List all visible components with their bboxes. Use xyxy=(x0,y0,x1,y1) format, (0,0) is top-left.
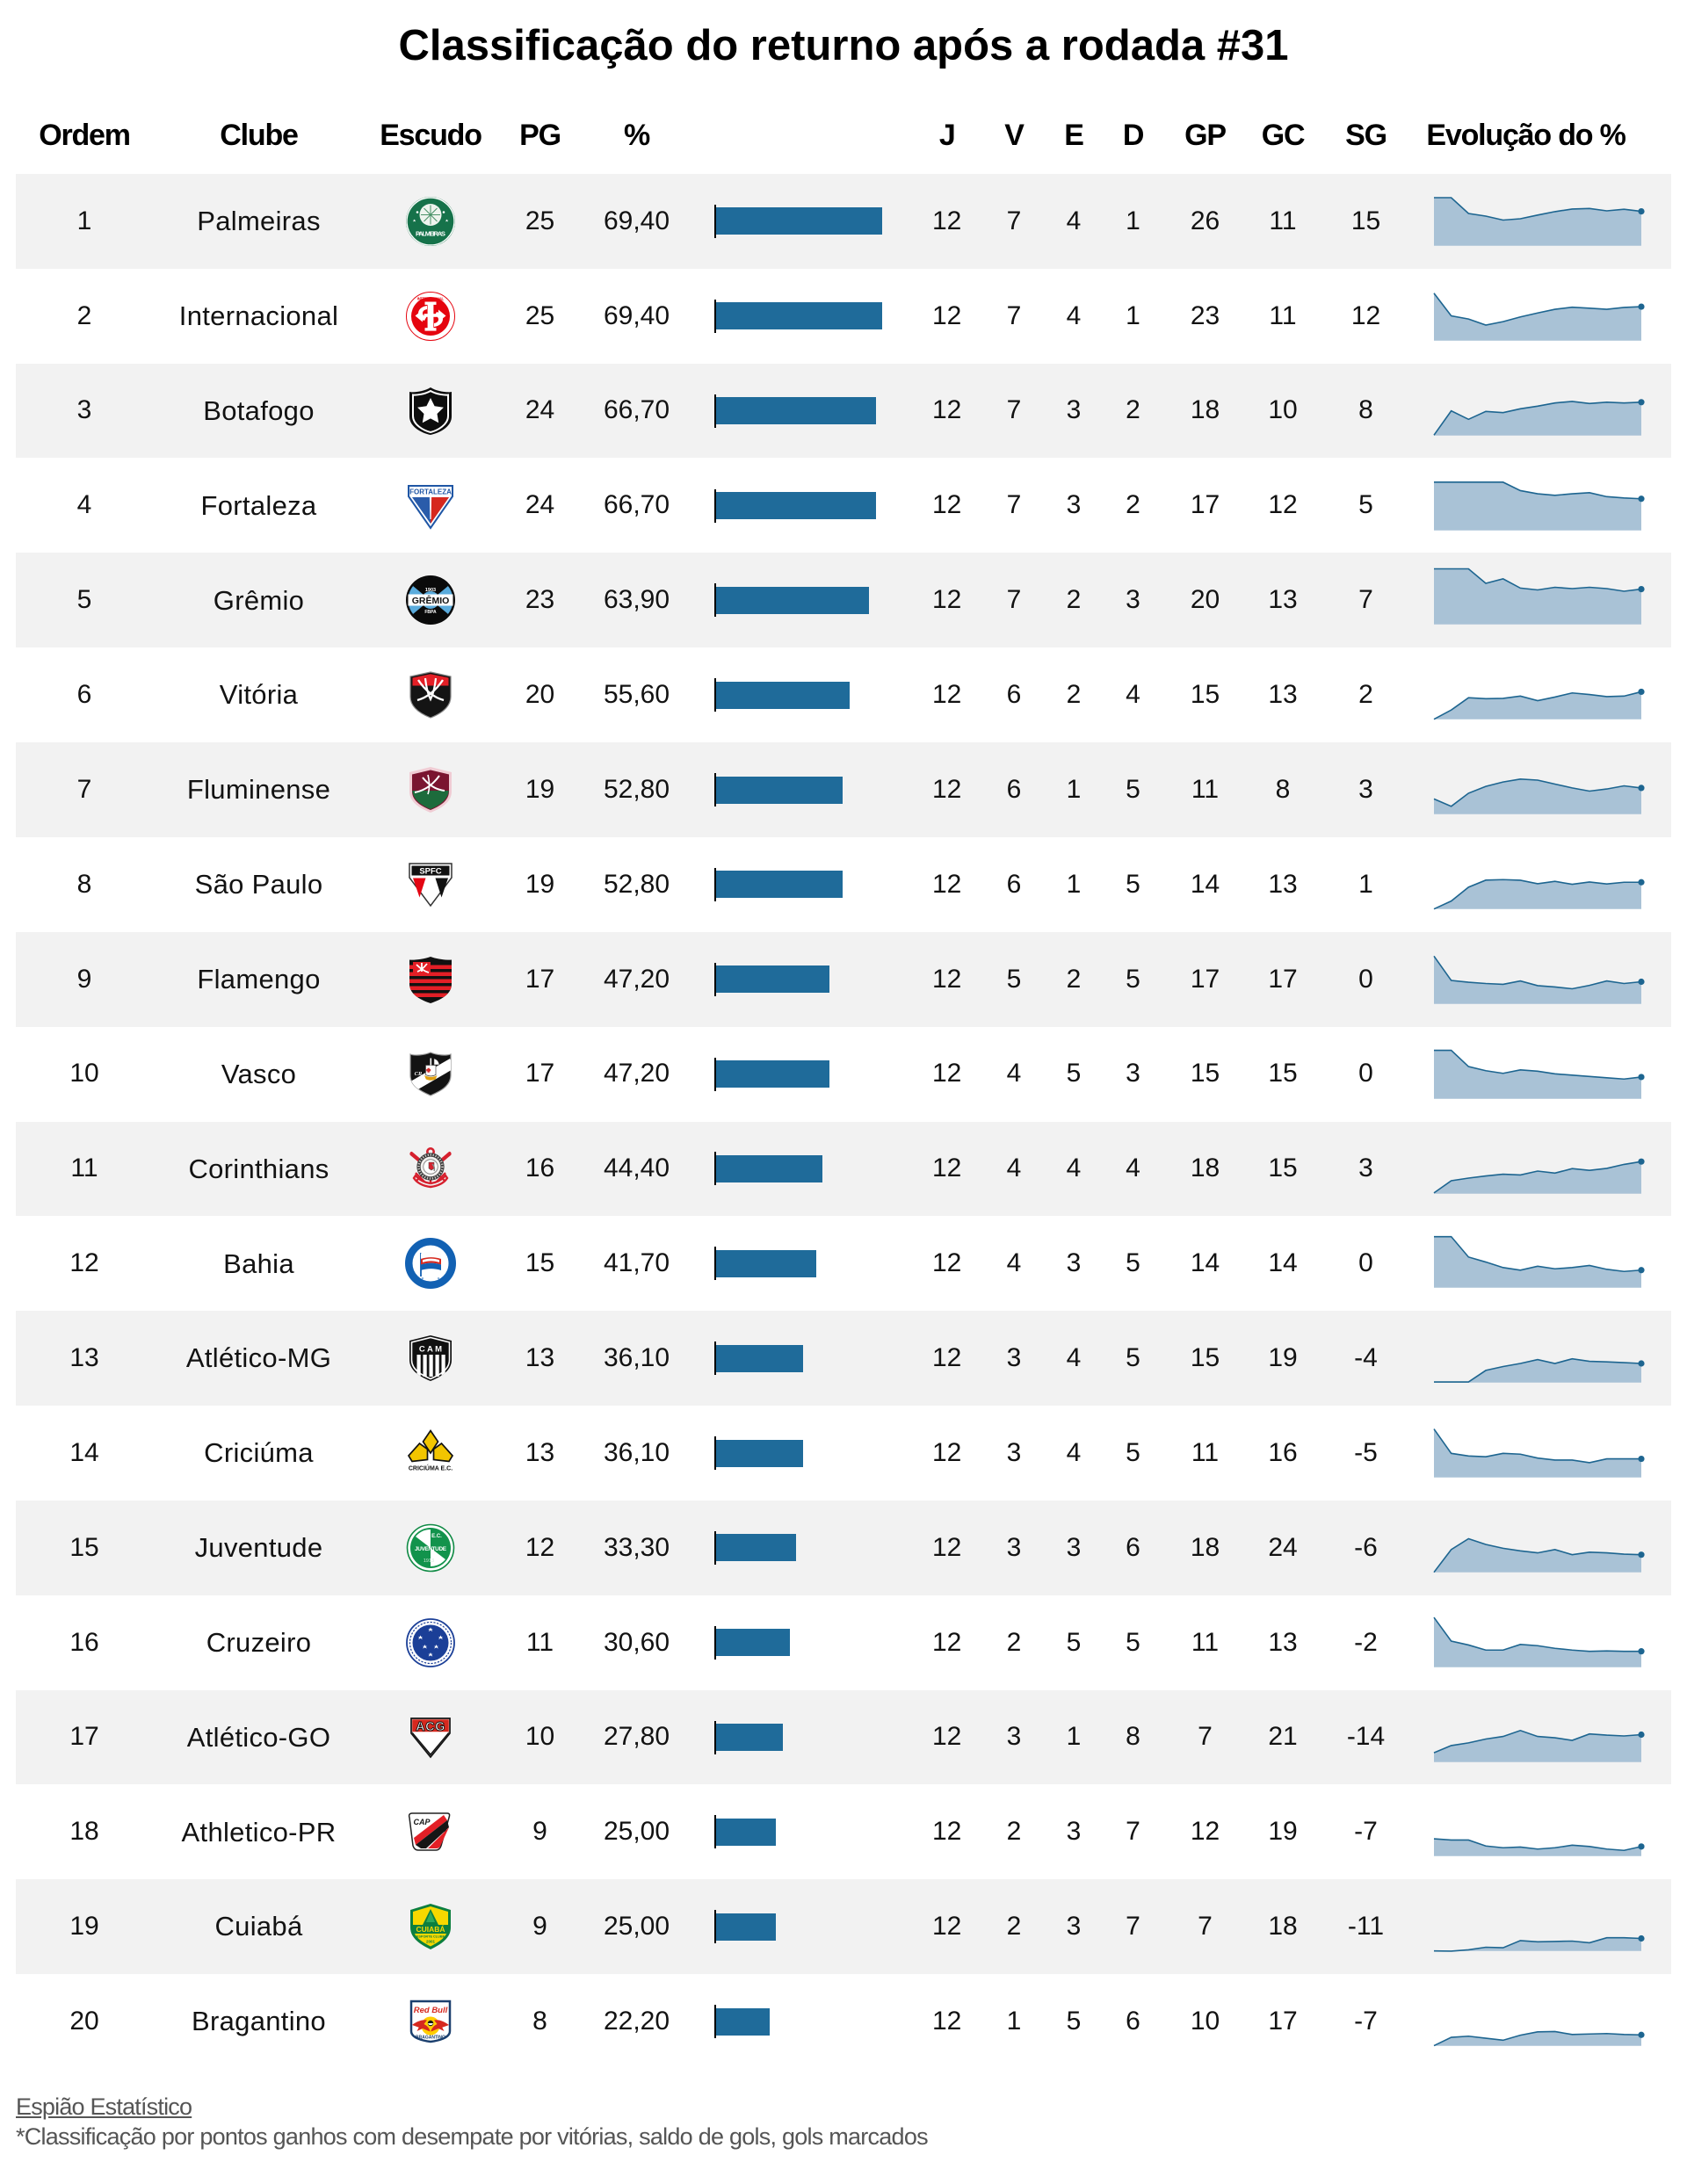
svg-text:2001: 2001 xyxy=(426,1940,436,1944)
svg-text:1903: 1903 xyxy=(425,588,436,593)
svg-text:BRAGANTINO: BRAGANTINO xyxy=(416,2036,445,2041)
svg-text:GRÊMIO: GRÊMIO xyxy=(412,595,450,606)
svg-text:CRICIÚMA E.C.: CRICIÚMA E.C. xyxy=(409,1464,453,1472)
svg-text:INTERNACIONAL: INTERNACIONAL xyxy=(417,296,444,300)
svg-text:ESPORTE CLUBE: ESPORTE CLUBE xyxy=(416,1935,445,1939)
svg-text:CUIABÁ: CUIABÁ xyxy=(416,1925,445,1934)
svg-text:FBPA: FBPA xyxy=(424,610,437,615)
svg-text:ACG: ACG xyxy=(416,1720,445,1734)
svg-text:Red Bull: Red Bull xyxy=(414,2006,448,2015)
svg-text:CAP: CAP xyxy=(413,1818,431,1826)
svg-text:JUVENTUDE: JUVENTUDE xyxy=(415,1546,447,1552)
svg-text:1913: 1913 xyxy=(424,1558,434,1564)
svg-text:SPFC: SPFC xyxy=(419,866,441,876)
svg-text:CR: CR xyxy=(415,1071,423,1077)
svg-text:PALMEIRAS: PALMEIRAS xyxy=(416,229,445,237)
svg-text:E.C.: E.C. xyxy=(431,1534,442,1539)
svg-text:FORTALEZA: FORTALEZA xyxy=(409,488,452,495)
svg-text:C A M: C A M xyxy=(419,1345,442,1355)
